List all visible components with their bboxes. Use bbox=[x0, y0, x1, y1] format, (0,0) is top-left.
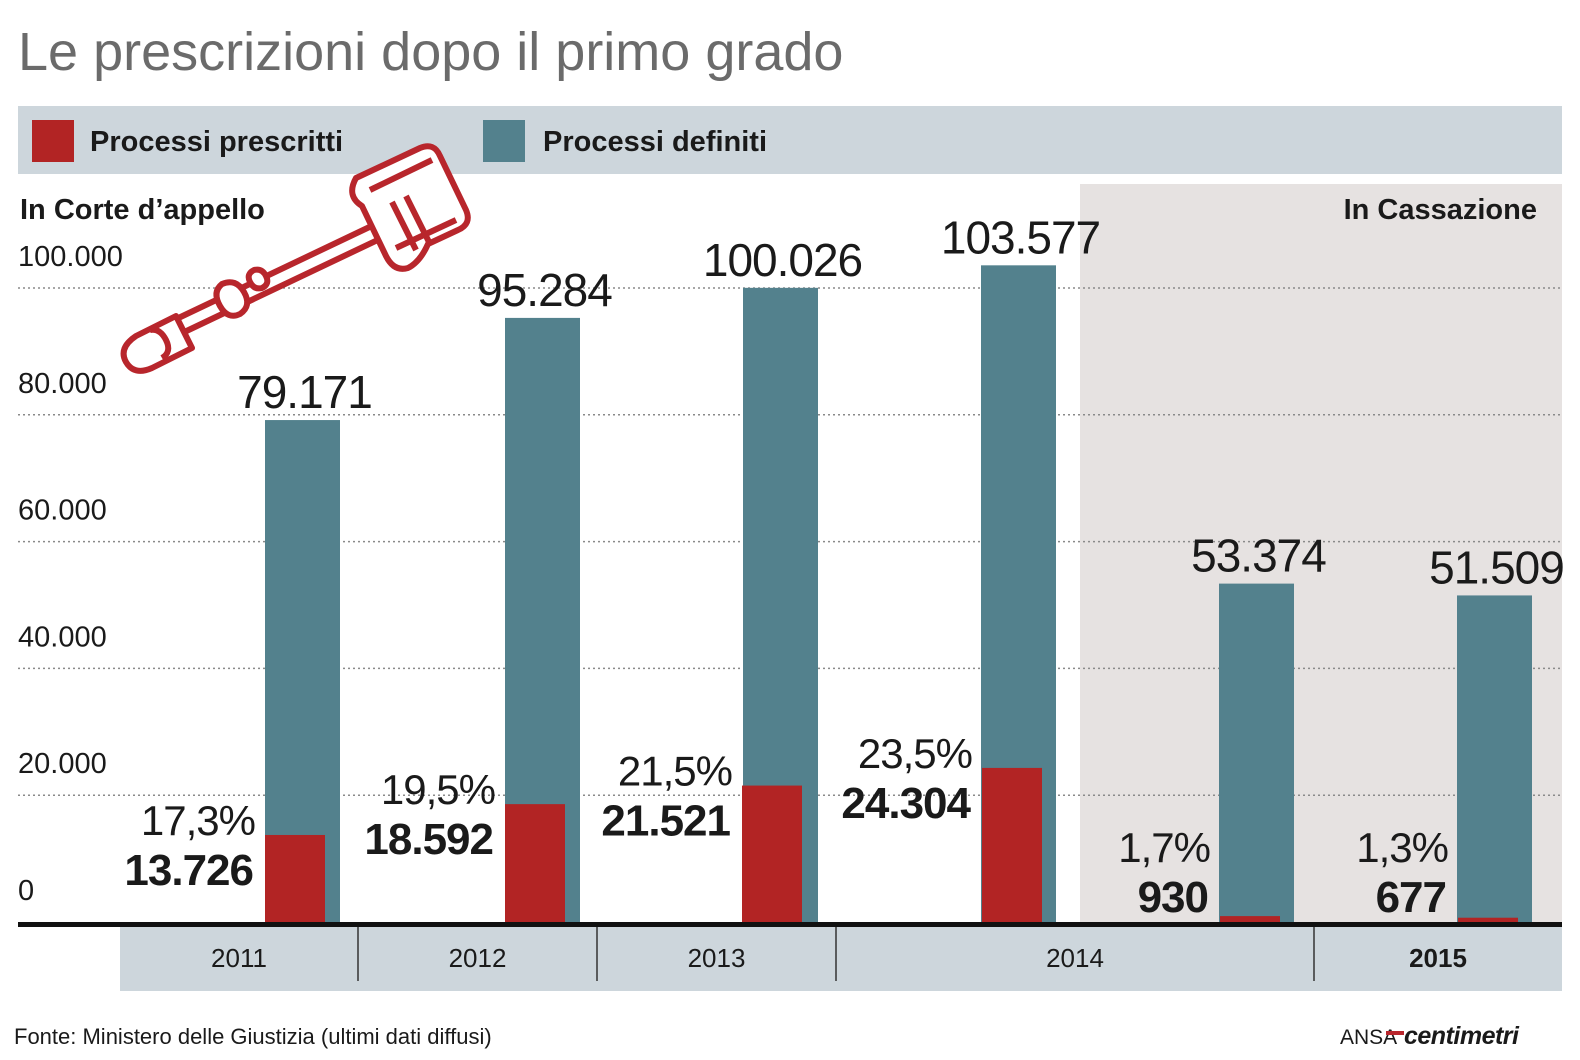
x-axis-band bbox=[120, 927, 1562, 991]
credit-brand-mark bbox=[1386, 1031, 1404, 1035]
y-tick-label: 100.000 bbox=[18, 241, 123, 273]
data-label-percentage: 19,5% bbox=[381, 766, 495, 813]
section-label-cassazione: In Cassazione bbox=[1344, 194, 1537, 226]
data-label-definiti: 95.284 bbox=[477, 264, 612, 316]
legend-label-prescritti: Processi prescritti bbox=[90, 126, 343, 158]
bar-processi-definiti bbox=[1457, 595, 1532, 922]
credit-ansa: ANSA bbox=[1340, 1026, 1397, 1049]
x-tick-label: 2013 bbox=[688, 943, 746, 973]
data-label-percentage: 1,3% bbox=[1356, 824, 1448, 871]
y-tick-label: 40.000 bbox=[18, 621, 107, 653]
data-label-definiti: 100.026 bbox=[703, 234, 862, 286]
x-tick-label: 2011 bbox=[211, 943, 267, 973]
legend-band bbox=[18, 106, 1562, 174]
data-label-definiti: 103.577 bbox=[941, 211, 1100, 263]
legend-swatch-definiti bbox=[483, 120, 525, 162]
data-label-definiti: 79.171 bbox=[237, 366, 372, 418]
data-label-prescritti: 24.304 bbox=[841, 779, 971, 828]
data-label-prescritti: 677 bbox=[1376, 873, 1446, 922]
data-label-prescritti: 18.592 bbox=[364, 815, 493, 864]
legend-swatch-prescritti bbox=[32, 120, 74, 162]
y-tick-label: 80.000 bbox=[18, 368, 107, 400]
legend-label-definiti: Processi definiti bbox=[543, 126, 767, 158]
data-label-prescritti: 930 bbox=[1138, 873, 1208, 922]
bar-processi-prescritti bbox=[982, 767, 1042, 922]
data-label-percentage: 17,3% bbox=[141, 797, 255, 844]
data-label-percentage: 1,7% bbox=[1118, 824, 1210, 871]
x-axis-groups: 2011 2012 2013 2014 2015 bbox=[211, 927, 1467, 981]
chart-title: Le prescrizioni dopo il primo grado bbox=[18, 22, 843, 82]
data-label-percentage: 23,5% bbox=[858, 730, 972, 777]
y-tick-label: 60.000 bbox=[18, 495, 107, 527]
bar-processi-prescritti bbox=[742, 785, 802, 922]
bar-processi-prescritti bbox=[1220, 916, 1280, 922]
x-tick-label: 2015 bbox=[1409, 943, 1467, 973]
y-axis-ticks: 0 20.000 40.000 60.000 80.000 100.000 bbox=[18, 241, 123, 907]
y-tick-label: 20.000 bbox=[18, 748, 107, 780]
y-tick-label: 0 bbox=[18, 875, 34, 907]
source-note: Fonte: Ministero delle Giustizia (ultimi… bbox=[14, 1024, 492, 1049]
x-tick-label: 2014 bbox=[1046, 943, 1104, 973]
data-label-definiti: 51.509 bbox=[1429, 541, 1564, 593]
bar-processi-prescritti bbox=[265, 834, 325, 922]
bar-processi-definiti bbox=[1219, 583, 1294, 922]
data-label-prescritti: 21.521 bbox=[601, 797, 730, 846]
bar-processi-prescritti bbox=[505, 804, 565, 922]
x-tick-label: 2012 bbox=[449, 943, 507, 973]
bars bbox=[265, 265, 1532, 923]
gavel-icon bbox=[120, 143, 471, 374]
data-label-definiti: 53.374 bbox=[1191, 530, 1326, 582]
section-label-appello: In Corte d’appello bbox=[20, 194, 265, 226]
data-label-prescritti: 13.726 bbox=[124, 846, 253, 895]
data-label-percentage: 21,5% bbox=[618, 748, 732, 795]
x-axis-baseline bbox=[18, 922, 1562, 927]
bar-processi-prescritti bbox=[1458, 917, 1518, 922]
credit-brand: centimetri bbox=[1404, 1022, 1520, 1050]
